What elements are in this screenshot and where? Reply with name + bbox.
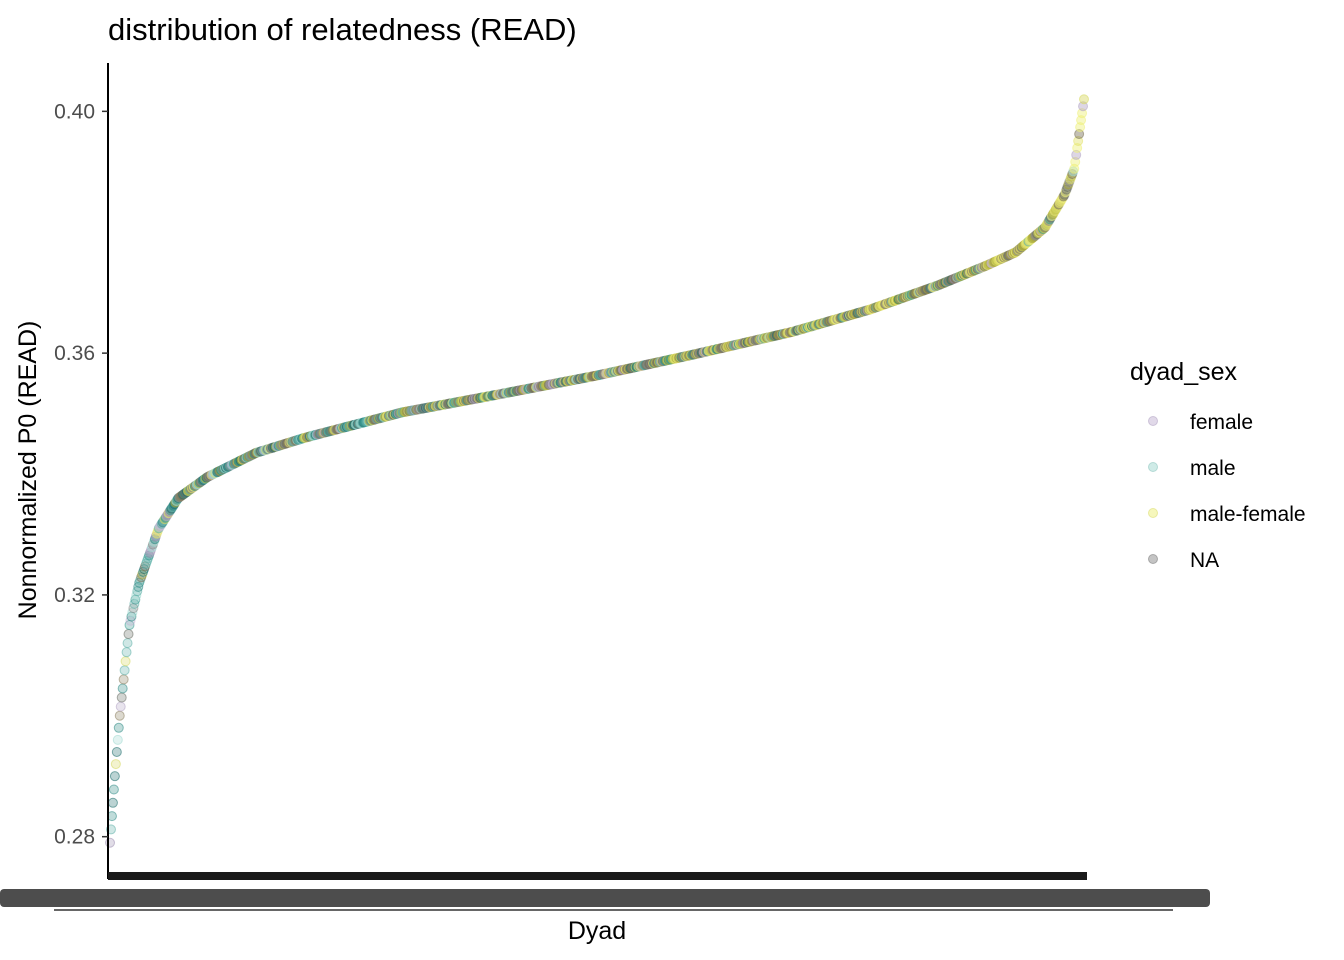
- y-axis-ticks: 0.28 0.32 0.36 0.40: [54, 100, 108, 849]
- data-point: [118, 674, 129, 685]
- legend-item-na: NA: [1148, 549, 1219, 572]
- chart-title: distribution of relatedness (READ): [108, 12, 577, 47]
- y-tick-label: 0.32: [54, 584, 95, 607]
- data-point: [121, 647, 132, 658]
- legend-key-male-female: [1148, 508, 1158, 518]
- data-point: [105, 837, 115, 848]
- legend-label-male: male: [1190, 457, 1236, 480]
- legend-title: dyad_sex: [1130, 358, 1238, 386]
- data-point: [112, 734, 123, 745]
- data-points: [105, 94, 1089, 848]
- data-point: [114, 710, 125, 721]
- data-point: [111, 746, 122, 757]
- legend-item-female: female: [1148, 411, 1253, 434]
- y-tick-label: 0.36: [54, 342, 95, 365]
- data-point: [109, 771, 120, 782]
- x-tick-marks: [108, 872, 1087, 880]
- data-point: [123, 629, 134, 640]
- data-point: [1079, 94, 1089, 105]
- data-point: [113, 722, 124, 733]
- data-point: [120, 656, 131, 667]
- y-tick-label: 0.40: [54, 100, 95, 123]
- data-point: [115, 701, 126, 712]
- legend-key-na: [1148, 554, 1158, 564]
- data-point: [117, 683, 128, 694]
- legend: dyad_sex female male male-female NA: [1130, 358, 1306, 572]
- x-axis-title: Dyad: [568, 917, 626, 945]
- y-tick-label: 0.28: [54, 826, 95, 849]
- legend-item-male-female: male-female: [1148, 503, 1306, 526]
- legend-key-male: [1148, 462, 1158, 472]
- legend-item-male: male: [1148, 457, 1236, 480]
- x-tick-labels: [0, 889, 1210, 907]
- data-point: [110, 759, 121, 770]
- legend-label-male-female: male-female: [1190, 503, 1306, 526]
- data-point: [108, 784, 119, 795]
- legend-label-na: NA: [1190, 549, 1219, 572]
- legend-label-female: female: [1190, 411, 1253, 434]
- y-axis-title: Nonnormalized P0 (READ): [14, 321, 42, 620]
- legend-key-female: [1148, 416, 1158, 426]
- data-point: [107, 797, 118, 808]
- data-point: [116, 692, 127, 703]
- data-point: [119, 665, 130, 676]
- data-point: [122, 638, 133, 649]
